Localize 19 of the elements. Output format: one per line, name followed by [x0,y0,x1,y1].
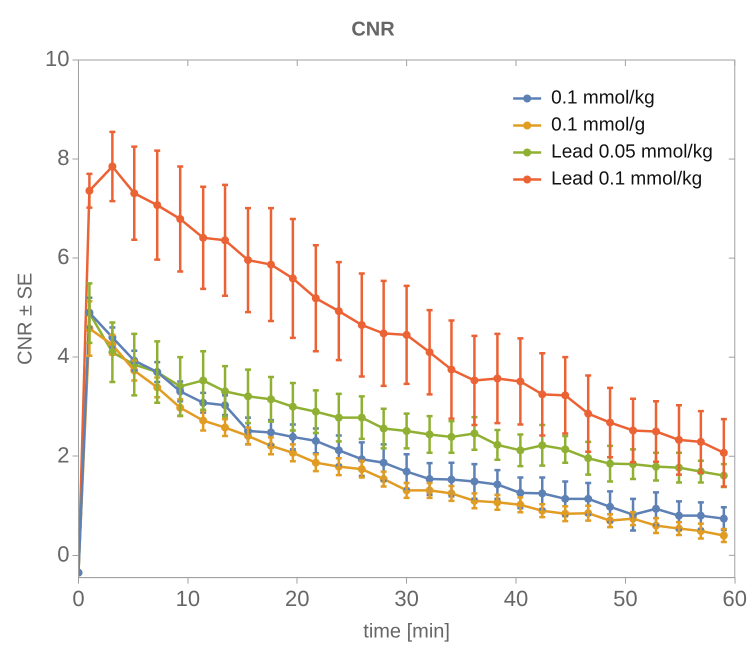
legend-label: Lead 0.05 mmol/kg [551,142,713,163]
y-tick-label: 6 [57,244,70,270]
y-tick-label: 2 [57,442,70,468]
x-axis-title: time [min] [363,620,450,643]
legend-label: 0.1 mmol/kg [551,88,655,109]
x-tick-label: 30 [394,586,419,611]
x-tick-label: 50 [613,586,638,611]
y-axis-title: CNR ± SE [14,272,37,365]
y-tick-label: 8 [57,145,70,170]
y-tick-label: 10 [44,46,70,72]
y-tick-label: 0 [57,541,70,566]
legend-label: 0.1 mmol/g [551,114,646,136]
legend-label: Lead 0.1 mmol/kg [551,168,702,190]
y-tick-label: 4 [57,343,70,368]
x-tick-label: 40 [504,586,528,611]
x-tick-label: 60 [722,586,748,611]
x-tick-label: 20 [284,586,310,611]
chart-title: CNR [351,18,396,41]
x-tick-label: 10 [176,586,200,611]
